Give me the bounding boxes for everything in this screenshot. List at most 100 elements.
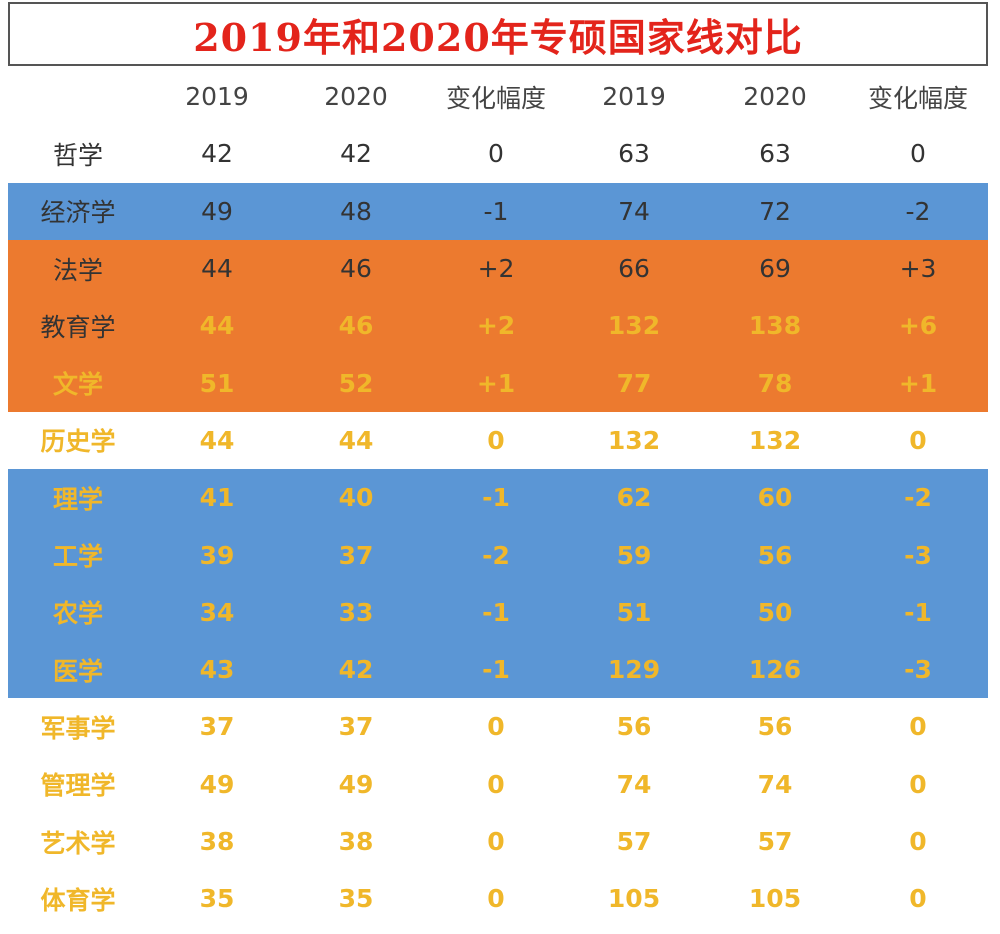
page-title: 2019年和2020年专硕国家线对比 xyxy=(193,14,803,60)
subject-cell: 历史学 xyxy=(40,427,116,457)
value-cell: 38 xyxy=(199,827,235,856)
subject-cell: 哲学 xyxy=(52,140,103,170)
change-cell: +2 xyxy=(476,311,516,341)
table-row: 文学 51 52 +1 77 78 +1 xyxy=(8,354,988,412)
value-cell: 44 xyxy=(201,254,233,284)
table-row: 管理学 49 49 0 74 74 0 xyxy=(8,756,988,813)
subject-cell: 经济学 xyxy=(40,198,116,228)
value-cell: 39 xyxy=(199,540,235,570)
table-row: 历史学 44 44 0 132 132 0 xyxy=(8,412,988,469)
change-cell: -3 xyxy=(904,540,932,570)
value-cell: 42 xyxy=(340,139,372,169)
value-cell: 46 xyxy=(338,311,374,341)
table-row: 医学 43 42 -1 129 126 -3 xyxy=(8,640,988,699)
value-cell: 50 xyxy=(757,597,793,627)
change-cell: -1 xyxy=(904,597,932,627)
subject-cell: 军事学 xyxy=(40,713,116,743)
subject-cell: 管理学 xyxy=(40,771,116,801)
header-cell-2020-b: 2020 xyxy=(743,82,807,112)
change-cell: -2 xyxy=(904,483,932,513)
value-cell: 66 xyxy=(618,254,650,284)
subject-cell: 体育学 xyxy=(40,885,116,915)
value-cell: 37 xyxy=(338,540,374,570)
value-cell: 51 xyxy=(199,368,235,398)
value-cell: 63 xyxy=(618,139,650,169)
value-cell: 132 xyxy=(607,311,661,341)
score-table: 2019 2020 变化幅度 2019 2020 变化幅度 哲学 42 42 0… xyxy=(8,68,988,927)
value-cell: 44 xyxy=(199,311,235,341)
value-cell: 56 xyxy=(757,712,793,742)
value-cell: 51 xyxy=(616,597,652,627)
value-cell: 129 xyxy=(607,655,661,685)
change-cell: 0 xyxy=(487,769,505,799)
subject-cell: 理学 xyxy=(52,484,103,514)
value-cell: 74 xyxy=(757,769,793,799)
value-cell: 52 xyxy=(338,368,374,398)
change-cell: +3 xyxy=(899,254,937,284)
value-cell: 78 xyxy=(757,368,793,398)
change-cell: 0 xyxy=(909,425,927,455)
change-cell: 0 xyxy=(910,139,926,169)
value-cell: 37 xyxy=(199,712,235,742)
change-cell: -2 xyxy=(905,196,931,226)
header-cell-2020-a: 2020 xyxy=(324,82,388,112)
value-cell: 62 xyxy=(616,483,652,513)
value-cell: 42 xyxy=(201,139,233,169)
value-cell: 74 xyxy=(616,769,652,799)
table-row: 体育学 35 35 0 105 105 0 xyxy=(8,870,988,927)
value-cell: 49 xyxy=(201,196,233,226)
value-cell: 74 xyxy=(618,196,650,226)
value-cell: 40 xyxy=(338,483,374,513)
value-cell: 105 xyxy=(607,884,661,914)
value-cell: 49 xyxy=(338,769,374,799)
change-cell: +1 xyxy=(898,368,938,398)
value-cell: 77 xyxy=(616,368,652,398)
change-cell: 0 xyxy=(909,712,927,742)
change-cell: +6 xyxy=(898,311,938,341)
table-row: 哲学 42 42 0 63 63 0 xyxy=(8,125,988,182)
change-cell: 0 xyxy=(487,827,505,856)
table-row: 军事学 37 37 0 56 56 0 xyxy=(8,698,988,755)
header-cell-subject xyxy=(8,68,148,125)
value-cell: 43 xyxy=(199,655,235,685)
value-cell: 35 xyxy=(199,884,235,914)
change-cell: -1 xyxy=(483,196,509,226)
value-cell: 56 xyxy=(616,712,652,742)
subject-cell: 法学 xyxy=(52,255,103,285)
value-cell: 38 xyxy=(338,827,374,856)
value-cell: 57 xyxy=(616,827,652,856)
subject-cell: 农学 xyxy=(52,599,103,629)
change-cell: 0 xyxy=(487,425,505,455)
change-cell: -2 xyxy=(482,540,510,570)
value-cell: 59 xyxy=(616,540,652,570)
header-cell-2019-a: 2019 xyxy=(185,82,249,112)
table-row: 艺术学 38 38 0 57 57 0 xyxy=(8,813,988,870)
value-cell: 41 xyxy=(199,483,235,513)
table-row: 工学 39 37 -2 59 56 -3 xyxy=(8,526,988,584)
change-cell: -1 xyxy=(482,483,510,513)
change-cell: -1 xyxy=(482,655,510,685)
header-row: 2019 2020 变化幅度 2019 2020 变化幅度 xyxy=(8,68,988,125)
header-cell-change-b: 变化幅度 xyxy=(867,83,968,113)
value-cell: 72 xyxy=(759,196,791,226)
value-cell: 44 xyxy=(199,425,235,455)
value-cell: 42 xyxy=(338,655,374,685)
value-cell: 56 xyxy=(757,540,793,570)
value-cell: 44 xyxy=(338,425,374,455)
header-cell-2019-b: 2019 xyxy=(602,82,666,112)
value-cell: 46 xyxy=(340,254,372,284)
change-cell: -1 xyxy=(482,597,510,627)
table-row: 农学 34 33 -1 51 50 -1 xyxy=(8,583,988,641)
subject-cell: 艺术学 xyxy=(40,828,116,858)
table-row: 法学 44 46 +2 66 69 +3 xyxy=(8,239,988,298)
header-cell-change-a: 变化幅度 xyxy=(445,83,546,113)
value-cell: 126 xyxy=(748,655,802,685)
table-row: 教育学 44 46 +2 132 138 +6 xyxy=(8,297,988,355)
value-cell: 63 xyxy=(759,139,791,169)
value-cell: 49 xyxy=(199,769,235,799)
value-cell: 138 xyxy=(748,311,802,341)
change-cell: 0 xyxy=(909,827,927,856)
value-cell: 37 xyxy=(338,712,374,742)
table-row: 理学 41 40 -1 62 60 -2 xyxy=(8,469,988,527)
